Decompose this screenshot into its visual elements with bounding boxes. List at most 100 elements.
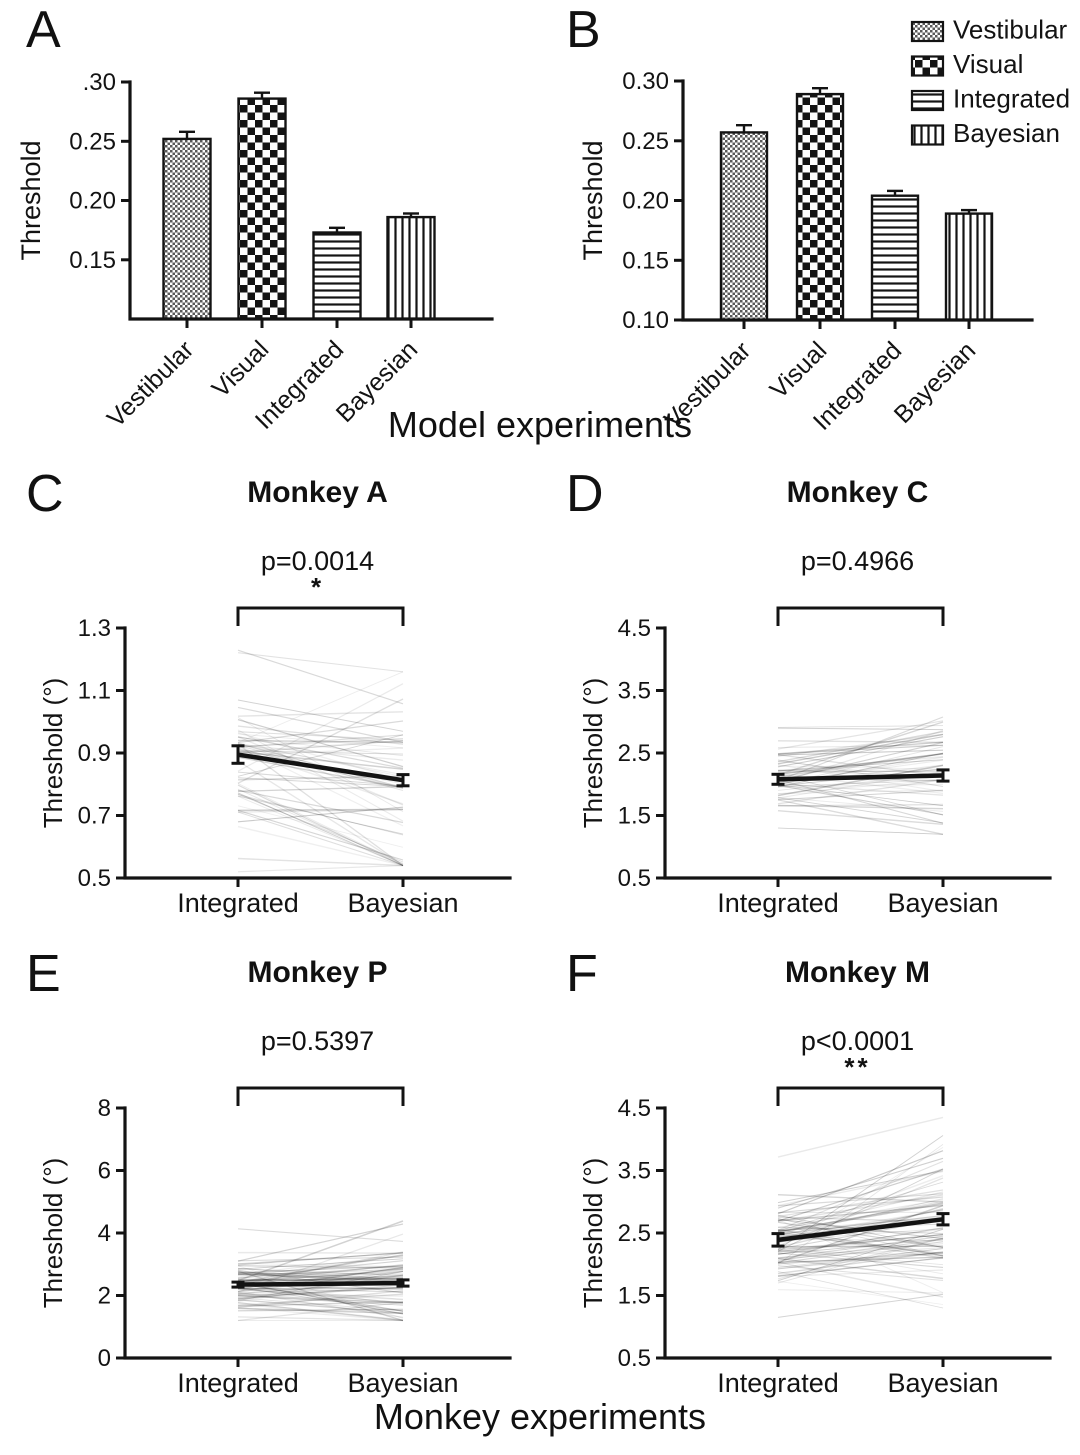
mean-line — [231, 1278, 410, 1289]
legend-label: Integrated — [953, 84, 1070, 114]
x-category-label: Integrated — [717, 1368, 839, 1398]
x-category-label: Bayesian — [887, 888, 998, 918]
panel-letter-f: F — [566, 945, 598, 1003]
bar-vestibular — [719, 123, 769, 322]
panel-a-model-bar-chart: A .30 0.25 0.20 0.15 Threshold Vestibular Visu… — [0, 0, 540, 460]
y-tick-label: 2.5 — [618, 1220, 651, 1247]
y-tick-label: 0.10 — [622, 307, 669, 334]
y-tick-label: 0.25 — [622, 128, 669, 155]
significance-stars: * — [310, 572, 325, 602]
y-tick-label: 0.20 — [622, 188, 669, 215]
paired-line-plot-area: 8 6 4 2 0 Threshold (°) Integrated Bayesian — [0, 940, 540, 1420]
bar-chart-b-plot-area: 0.30 0.25 0.20 0.15 0.10 Threshold Vestibular V… — [540, 0, 1080, 460]
p-value-label: p=0.4966 — [800, 546, 915, 576]
y-tick-label: 0.20 — [69, 188, 116, 215]
legend: Vestibular Visual Integrated Bayesian — [910, 15, 1070, 148]
legend-swatch-fine-checker — [910, 20, 945, 43]
p-value-label: p=0.0014 — [260, 546, 375, 576]
legend-swatch-hlines — [910, 89, 945, 112]
y-tick-label: 1.5 — [618, 803, 651, 830]
panel-title-monkey-c: Monkey C — [786, 476, 929, 509]
y-axis-label: Threshold (°) — [38, 678, 68, 829]
legend-swatch-vlines — [910, 124, 945, 146]
bar-chart-a-plot-area: .30 0.25 0.20 0.15 Threshold Vestibular Visual… — [0, 0, 540, 460]
paired-line-plot-area: 4.5 3.5 2.5 1.5 0.5 Threshold (°) Integrated Ba… — [540, 460, 1080, 940]
y-axis-label: Threshold — [578, 140, 608, 260]
panel-title-monkey-p: Monkey P — [247, 956, 388, 989]
individual-session-lines — [237, 649, 404, 873]
y-tick-label: 0.15 — [69, 247, 116, 274]
mean-line — [771, 1212, 950, 1248]
axes — [663, 1106, 1052, 1360]
panel-e-monkey-p: E Monkey P p=0.5397 8 6 4 2 0 Threshold (°) In… — [0, 940, 540, 1420]
y-tick-label: 2 — [98, 1283, 111, 1310]
y-tick-label: 0.30 — [622, 68, 669, 95]
y-tick-label: 0.15 — [622, 247, 669, 274]
y-tick-label: 0.5 — [618, 865, 651, 892]
significance-bracket — [776, 606, 945, 626]
y-tick-label: 4.5 — [618, 615, 651, 642]
y-tick-label: 6 — [98, 1158, 111, 1185]
y-tick-label: 0.25 — [69, 128, 116, 155]
y-tick-label: 0.5 — [618, 1345, 651, 1372]
panel-title-monkey-m: Monkey M — [784, 956, 931, 989]
bar-integrated — [312, 226, 362, 321]
individual-session-lines — [237, 1220, 404, 1322]
x-category-label: Integrated — [177, 888, 299, 918]
y-axis-label: Threshold (°) — [38, 1158, 68, 1309]
caption-monkey-experiments: Monkey experiments — [373, 1396, 707, 1437]
x-category-label: Bayesian — [887, 1368, 998, 1398]
y-tick-label: 0.7 — [78, 803, 111, 830]
bar-visual — [237, 91, 287, 321]
bar-bayesian — [386, 212, 436, 321]
paired-line-plot-area: 4.5 3.5 2.5 1.5 0.5 Threshold (°) Integrated Ba… — [540, 940, 1080, 1420]
y-axis-label: Threshold — [16, 140, 46, 260]
legend-label: Visual — [953, 49, 1023, 79]
panel-c-monkey-a: C Monkey A p=0.0014 * 1.3 1.1 0.9 0.7 0.5 Thr… — [0, 460, 540, 940]
paired-plot-svg-E: 8 6 4 2 0 Threshold (°) Integrated Bayesian — [38, 1086, 512, 1398]
significance-bracket — [236, 606, 405, 626]
panel-letter-e: E — [26, 945, 61, 1003]
bar-visual — [795, 86, 845, 322]
paired-line-plot-area: 1.3 1.1 0.9 0.7 0.5 Threshold (°) Integrated Ba… — [0, 460, 540, 940]
individual-session-lines — [777, 1116, 944, 1318]
x-category-label: Visual — [207, 335, 275, 403]
y-tick-label: 1.3 — [78, 615, 111, 642]
axes — [123, 626, 512, 880]
y-tick-label: 4.5 — [618, 1095, 651, 1122]
x-category-label: Visual — [765, 336, 833, 404]
y-tick-label: .30 — [83, 69, 116, 96]
y-tick-label: 0 — [98, 1345, 111, 1372]
axes — [128, 80, 494, 321]
y-tick-label: 3.5 — [618, 1158, 651, 1185]
p-value-label: p<0.0001 — [800, 1026, 915, 1056]
y-tick-label: 0.5 — [78, 865, 111, 892]
x-category-label: Bayesian — [347, 1368, 458, 1398]
significance-bracket — [236, 1086, 405, 1106]
legend-label: Bayesian — [953, 118, 1060, 148]
panel-letter-d: D — [566, 465, 604, 523]
paired-plot-svg-D: 4.5 3.5 2.5 1.5 0.5 Threshold (°) Integrated Ba… — [578, 606, 1052, 918]
panel-letter-c: C — [26, 465, 64, 523]
caption-model-experiments: Model experiments — [387, 404, 693, 445]
panel-b-model-bar-chart: B 0.30 0.25 0.20 0.15 0.10 Threshold Vestibula… — [540, 0, 1080, 460]
panel-letter-b: B — [566, 1, 601, 59]
panel-title-monkey-a: Monkey A — [247, 476, 388, 509]
significance-bracket — [776, 1086, 945, 1106]
y-axis-label: Threshold (°) — [578, 1158, 608, 1309]
paired-plot-svg-C: 1.3 1.1 0.9 0.7 0.5 Threshold (°) Integrated Ba… — [38, 606, 512, 918]
y-tick-label: 1.5 — [618, 1283, 651, 1310]
mean-line — [231, 744, 410, 788]
x-category-label: Bayesian — [347, 888, 458, 918]
bar-integrated — [870, 189, 920, 322]
bar-vestibular — [162, 130, 212, 321]
panel-letter-a: A — [26, 1, 61, 59]
y-axis-label: Threshold (°) — [578, 678, 608, 829]
significance-stars: ** — [844, 1052, 871, 1082]
paired-plot-svg-F: 4.5 3.5 2.5 1.5 0.5 Threshold (°) Integrated Ba… — [578, 1086, 1052, 1398]
bar-bayesian — [944, 208, 994, 322]
y-tick-label: 1.1 — [78, 678, 111, 705]
